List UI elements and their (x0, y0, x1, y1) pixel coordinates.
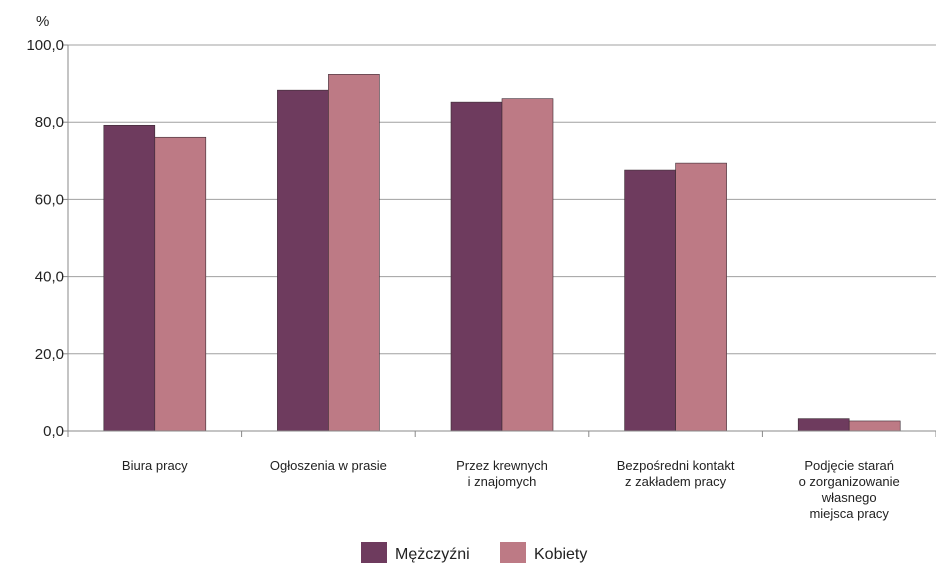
bar-women (501, 98, 554, 432)
legend: Mężczyźni Kobiety (361, 542, 587, 563)
y-tick-label: 40,0 (35, 269, 64, 286)
y-tick-label: 100,0 (26, 37, 64, 54)
category-labels: Biura pracy Ogłoszenia w prasie Przez krew… (122, 458, 900, 521)
bar-men (624, 169, 676, 432)
category-label: Podjęcie starań o zorganizowanie własnego m… (799, 458, 900, 521)
bar-men (103, 124, 156, 432)
y-axis-ticks: 0,0 20,0 40,0 60,0 80,0 100,0 (26, 37, 69, 440)
bar-women (154, 136, 207, 432)
y-axis-unit: % (36, 13, 49, 30)
y-tick-label: 80,0 (35, 114, 64, 131)
bar-women (328, 74, 380, 432)
legend-swatch (361, 542, 387, 563)
legend-swatch (500, 542, 526, 563)
category-label: Ogłoszenia w prasie (270, 458, 387, 473)
category-label: Przez krewnych i znajomych (456, 458, 548, 489)
bar-men (277, 89, 329, 432)
bar-men (450, 101, 503, 432)
x-axis (67, 430, 936, 437)
y-tick-label: 0,0 (43, 423, 64, 440)
y-tick-label: 60,0 (35, 191, 64, 208)
bar-men (797, 418, 850, 432)
bar-women (675, 162, 727, 432)
category-label: Biura pracy (122, 458, 188, 473)
bar-women (848, 420, 901, 432)
y-tick-label: 20,0 (35, 346, 64, 363)
legend-label: Mężczyźni (395, 546, 470, 563)
bars (103, 74, 901, 432)
category-label: Bezpośredni kontakt z zakładem pracy (617, 458, 735, 489)
legend-label: Kobiety (534, 546, 587, 563)
